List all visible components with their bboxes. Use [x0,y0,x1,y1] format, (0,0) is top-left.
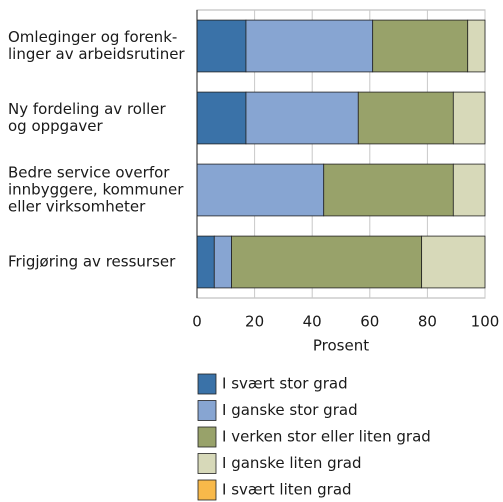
x-tick-label: 60 [360,313,379,331]
category-label: Bedre service overfor [8,164,170,182]
legend-label: I svært stor grad [222,375,348,393]
bar-segment [245,19,374,73]
category-label: Ny fordeling av roller [8,100,167,118]
bar-segment [196,91,247,145]
category-label: innbyggere, kommuner [8,181,184,199]
bar-segment [467,19,486,73]
x-tick-label: 0 [192,313,202,331]
bar-segment [196,163,325,217]
legend-label: I svært liten grad [222,481,352,499]
bar-segment [196,19,247,73]
bar-segment [357,91,454,145]
x-tick-label: 40 [303,313,322,331]
bar-segment [452,91,486,145]
legend-swatch [197,453,217,474]
legend-swatch [197,373,217,395]
category-label: eller virksomheter [8,198,146,216]
legend-swatch [197,479,217,501]
category-label: Frigjøring av ressurser [8,253,176,271]
bar-segment [213,235,232,289]
x-tick-label: 100 [471,313,500,331]
legend-label: I ganske stor grad [222,401,358,419]
bar-segment [452,163,486,217]
legend-swatch [197,426,217,448]
legend-swatch [197,400,217,421]
category-label: linger av arbeidsrutiner [8,45,185,63]
category-label: Omleginger og forenk- [8,28,177,46]
bar-segment [421,235,486,289]
legend-label: I ganske liten grad [222,454,362,472]
x-tick-label: 20 [245,313,264,331]
bar-segment [245,91,359,145]
bar-segment [196,235,215,289]
bar-segment [372,19,469,73]
bar-segment [323,163,454,217]
x-tick-label: 80 [418,313,437,331]
category-label: og oppgaver [8,117,104,135]
x-axis-label: Prosent [313,337,369,355]
legend-label: I verken stor eller liten grad [222,428,431,446]
bar-segment [231,235,423,289]
